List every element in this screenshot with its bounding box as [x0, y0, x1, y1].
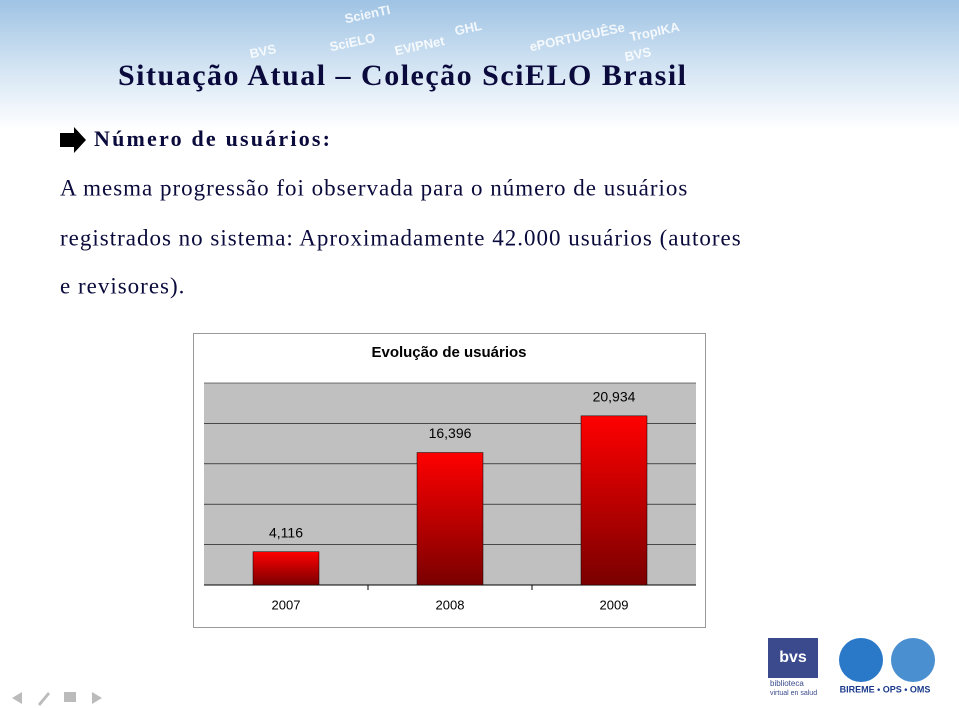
bar: [580, 415, 648, 586]
bvs-caption: biblioteca: [770, 679, 804, 688]
bar: [252, 551, 320, 586]
globe-logo: [839, 638, 883, 682]
x-tick-label: 2008: [436, 597, 465, 612]
value-label: 4,116: [269, 524, 303, 540]
value-label: 20,934: [593, 389, 636, 405]
banner-word: GHL: [453, 18, 483, 38]
bireme-logo-text: BIREME • OPS • OMS: [840, 684, 931, 694]
bvs-logo-text: bvs: [779, 649, 807, 666]
banner-word: BVS: [623, 44, 653, 64]
chart-title: Evolução de usuários: [371, 344, 526, 361]
paragraph-line: registrados no sistema: Aproximadamente …: [60, 225, 742, 250]
slide-title: Situação Atual – Coleção SciELO Brasil: [118, 59, 688, 92]
bar: [416, 452, 484, 586]
bvs-caption: virtual en salud: [770, 690, 817, 697]
paragraph-line: e revisores).: [60, 273, 185, 298]
banner: [0, 0, 959, 130]
paragraph-line: A mesma progressão foi observada para o …: [60, 175, 688, 200]
globe-logo: [891, 638, 935, 682]
heading: Número de usuários:: [94, 126, 332, 151]
x-tick-label: 2009: [600, 597, 629, 612]
value-label: 16,396: [429, 425, 472, 441]
banner-word: BVS: [248, 41, 278, 61]
x-tick-label: 2007: [272, 597, 301, 612]
bvs-logo: [768, 638, 818, 678]
nav-icons: [12, 692, 102, 706]
bullet-arrow: [60, 127, 86, 153]
